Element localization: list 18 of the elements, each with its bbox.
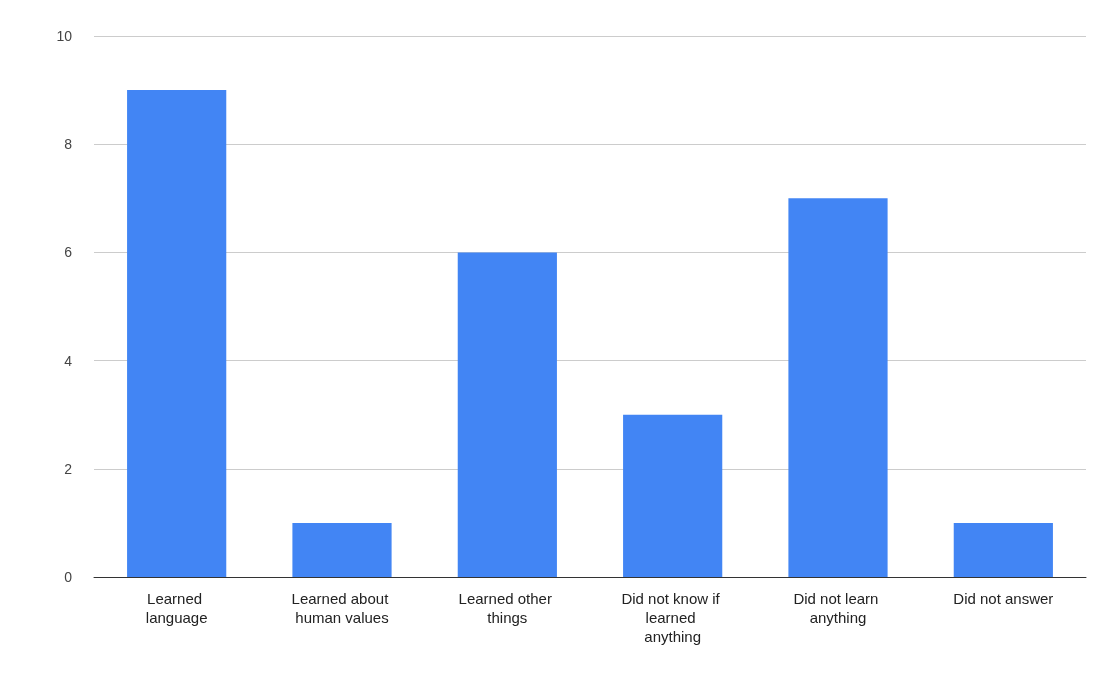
- bar: [788, 198, 888, 577]
- bar: [623, 414, 723, 577]
- x-tick-label: Learned language: [145, 590, 208, 626]
- x-tick-label: Did not know if learned anything: [621, 590, 724, 645]
- x-tick-label: Learned other things: [458, 590, 557, 626]
- x-tick-label: Did not learn anything: [793, 590, 883, 626]
- bar: [292, 522, 392, 577]
- y-tick-label: 6: [64, 244, 73, 261]
- y-tick-label: 0: [64, 569, 73, 585]
- y-tick-label: 4: [64, 352, 73, 369]
- x-tick-label: Did not answer: [953, 590, 1054, 607]
- y-tick-label: 10: [56, 28, 73, 44]
- bar: [457, 252, 557, 577]
- y-tick-label: 8: [64, 136, 73, 153]
- bar: [127, 90, 227, 577]
- y-tick-label: 2: [64, 460, 73, 477]
- x-tick-label: Learned about human values: [291, 590, 393, 626]
- bar: [953, 522, 1053, 577]
